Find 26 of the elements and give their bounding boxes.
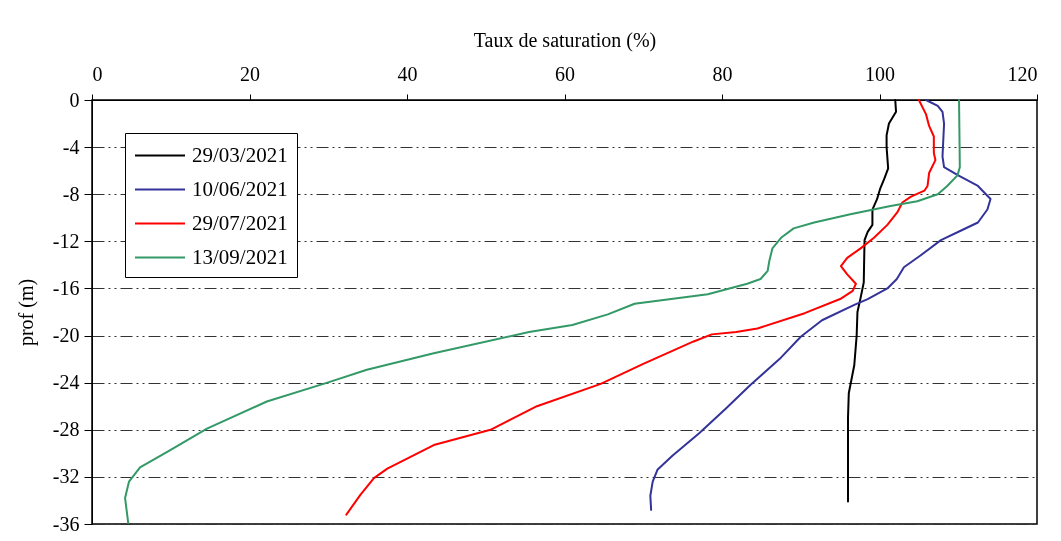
- y-tick-label: -36: [52, 512, 80, 535]
- x-tick-label: 80: [712, 62, 733, 85]
- x-axis-title: Taux de saturation (%): [473, 28, 657, 52]
- x-tick-label: 60: [555, 62, 575, 85]
- y-tick-label: -16: [52, 276, 80, 299]
- y-tick-label: 0: [69, 88, 80, 111]
- y-tick-label: -20: [52, 324, 80, 347]
- line-series: [649, 99, 992, 511]
- y-tick-label: -8: [62, 182, 80, 205]
- legend-label: 29/03/2021: [192, 142, 288, 167]
- legend-label: 13/09/2021: [192, 244, 288, 269]
- line-series: [124, 99, 961, 524]
- x-tick-label: 40: [397, 62, 418, 85]
- legend-label: 10/06/2021: [192, 176, 288, 201]
- legend-label: 29/07/2021: [192, 210, 288, 235]
- x-tick-label: 100: [865, 62, 895, 85]
- y-axis-title: prof (m): [14, 278, 38, 347]
- line-series: [345, 99, 937, 516]
- y-tick-label: -12: [52, 229, 80, 252]
- y-tick-label: -24: [52, 371, 80, 394]
- y-tick-label: -32: [52, 465, 80, 488]
- x-tick-label: 20: [240, 62, 260, 85]
- y-tick-label: -4: [62, 135, 80, 158]
- x-tick-label: 0: [92, 62, 103, 85]
- y-tick-label: -28: [52, 418, 80, 441]
- x-tick-label: 120: [1007, 62, 1038, 85]
